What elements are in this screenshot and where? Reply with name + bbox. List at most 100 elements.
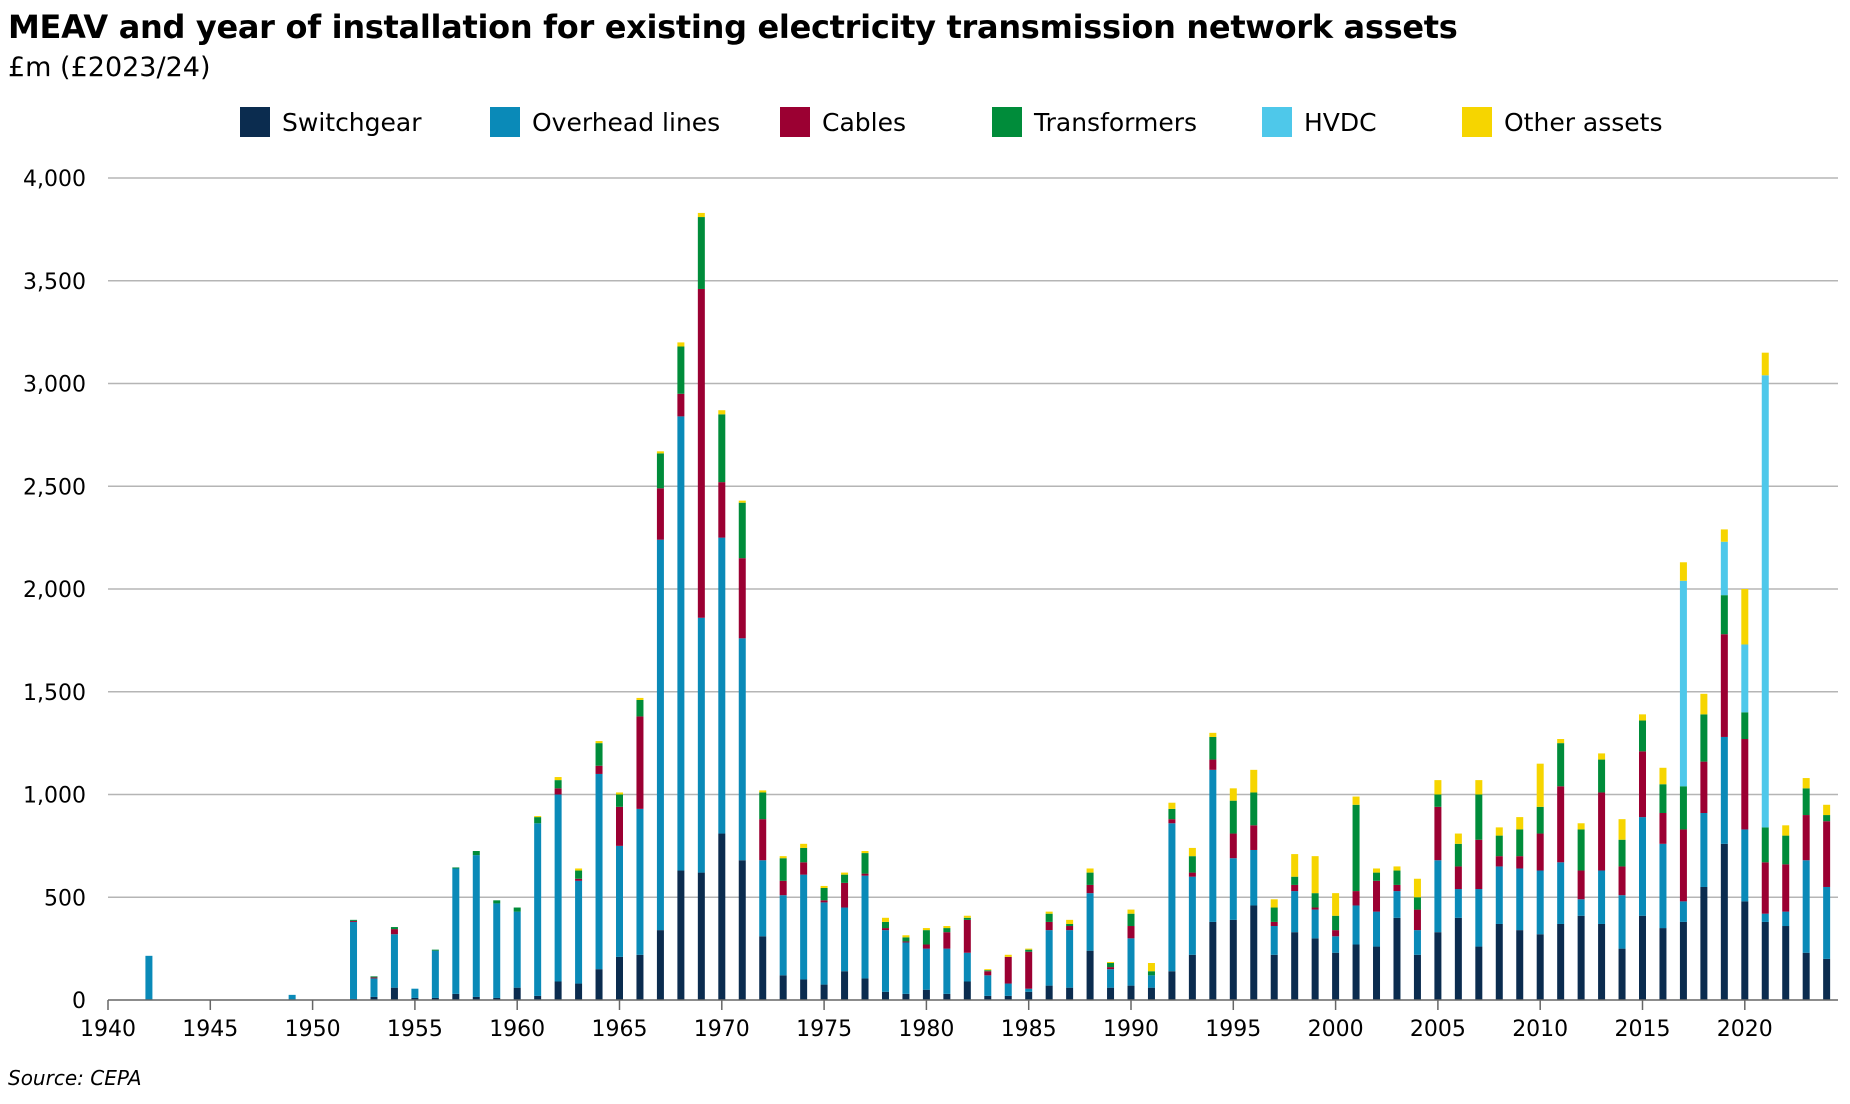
bar-segment-overhead-lines	[350, 921, 358, 999]
bar-segment-overhead-lines	[1761, 913, 1769, 922]
bar-segment-switchgear	[1332, 952, 1340, 1000]
bar-segment-transformers	[1802, 788, 1810, 816]
bar-segment-transformers	[697, 217, 705, 289]
bar-segment-switchgear	[554, 981, 562, 1000]
bar-segment-cables	[1782, 864, 1790, 912]
bar-segment-transformers	[841, 874, 849, 883]
bar-segment-overhead-lines	[1434, 860, 1442, 933]
legend-swatch-switchgear	[240, 107, 270, 137]
bar-segment-hvdc	[1741, 644, 1749, 713]
bar-segment-cables	[1454, 866, 1462, 890]
bar-segment-other-assets	[738, 500, 746, 503]
x-tick-label: 1960	[489, 1017, 545, 1040]
bar-segment-switchgear	[1127, 985, 1135, 1000]
x-tick-label: 1965	[592, 1017, 648, 1040]
bar-segment-switchgear	[616, 956, 623, 1000]
bar-segment-switchgear	[1352, 944, 1360, 1000]
bar-segment-switchgear	[1782, 926, 1790, 1000]
legend-item-other-assets: Other assets	[1462, 104, 1663, 140]
source-note: Source: CEPA	[8, 1066, 142, 1090]
bar-segment-transformers	[1475, 794, 1483, 840]
x-tick-label: 1950	[285, 1017, 341, 1040]
bar-segment-switchgear	[370, 996, 378, 1000]
bar-segment-cables	[943, 932, 951, 949]
bar-segment-overhead-lines	[1557, 862, 1565, 924]
bar-segment-overhead-lines	[1782, 911, 1790, 927]
bar-segment-switchgear	[1086, 950, 1094, 1000]
bar-segment-cables	[1659, 812, 1667, 844]
x-axis-labels: 1940 1945 1950 1955 1960 1965 1970 1975 1980 1985…	[80, 1017, 1773, 1040]
bar-segment-other-assets	[841, 872, 849, 875]
bar-segment-overhead-lines	[554, 794, 562, 982]
bar-segment-overhead-lines	[963, 952, 971, 982]
bar-segment-cables	[1823, 821, 1831, 887]
bar-segment-overhead-lines	[1291, 891, 1299, 933]
x-tick-label: 1975	[796, 1017, 852, 1040]
bar-segment-other-assets	[1127, 909, 1135, 914]
legend-swatch-transformers	[992, 107, 1022, 137]
bar-segment-transformers	[1107, 963, 1115, 968]
bar-segment-cables	[1516, 856, 1524, 869]
bar-segment-other-assets	[1107, 961, 1115, 964]
bar-segment-overhead-lines	[1516, 868, 1524, 931]
bar-segment-switchgear	[1107, 987, 1115, 1000]
bar-segment-other-assets	[1557, 739, 1565, 744]
bar-segment-other-assets	[1332, 893, 1340, 916]
bar-segment-other-assets	[759, 790, 767, 793]
x-tick-label: 1985	[1001, 1017, 1057, 1040]
bar-segment-overhead-lines	[800, 874, 808, 980]
bar-segment-cables	[1700, 761, 1708, 813]
bar-segment-cables	[1475, 839, 1483, 890]
bar-segment-other-assets	[1577, 823, 1585, 830]
bar-segment-transformers	[1454, 843, 1462, 867]
bar-segment-cables	[1291, 884, 1299, 892]
bar-segment-other-assets	[1475, 780, 1483, 795]
bar-segment-transformers	[1025, 949, 1033, 952]
bar-segment-switchgear	[1004, 995, 1012, 1000]
bar-segment-switchgear	[1066, 987, 1074, 1000]
bar-segment-switchgear	[1536, 934, 1544, 1000]
bar-segment-cables	[1229, 833, 1237, 859]
bar-segment-overhead-lines	[534, 823, 542, 996]
bar-segment-other-assets	[677, 342, 685, 347]
bar-segment-transformers	[1352, 804, 1360, 892]
bar-segment-transformers	[1577, 829, 1585, 871]
bar-segment-overhead-lines	[636, 808, 644, 955]
bar-segment-switchgear	[1516, 930, 1524, 1000]
bar-segment-cables	[1209, 759, 1217, 770]
bar-segment-other-assets	[575, 868, 583, 871]
y-axis-labels: 0 500 1,000 1,500 2,000 2,500 3,000 3,500 4,000	[23, 167, 86, 1014]
bar-segment-switchgear	[1679, 921, 1687, 1000]
bar-segment-transformers	[1720, 595, 1728, 635]
bar-segment-transformers	[1823, 815, 1831, 822]
x-tick-label: 1980	[898, 1017, 954, 1040]
bar-segment-cables	[1536, 833, 1544, 871]
bar-segment-transformers	[1045, 913, 1053, 922]
chart-legend: Switchgear Overhead lines Cables Transfo…	[0, 104, 1850, 140]
bar-segment-transformers	[534, 817, 542, 824]
bar-segment-transformers	[656, 453, 664, 489]
bar-segment-other-assets	[595, 741, 603, 744]
bar-segment-overhead-lines	[1598, 870, 1606, 924]
bar-segment-transformers	[1557, 743, 1565, 787]
bar-segment-overhead-lines	[1823, 886, 1831, 959]
bar-segment-overhead-lines	[411, 988, 419, 998]
bar-segment-hvdc	[1761, 375, 1769, 828]
bar-segment-overhead-lines	[1639, 817, 1646, 916]
bar-segment-transformers	[1434, 794, 1442, 807]
bar-segment-other-assets	[1311, 856, 1319, 894]
bar-segment-overhead-lines	[1311, 909, 1319, 939]
bar-segment-transformers	[1209, 736, 1217, 760]
bar-segment-transformers	[1147, 971, 1155, 976]
bar-segment-overhead-lines	[1168, 823, 1176, 972]
bar-segment-overhead-lines	[1536, 870, 1544, 935]
gridlines	[108, 177, 1838, 898]
bar-segment-transformers	[1598, 759, 1606, 793]
bar-segment-transformers	[595, 743, 603, 766]
bars	[145, 212, 1831, 1000]
bar-segment-cables	[1086, 884, 1094, 894]
legend-item-switchgear: Switchgear	[240, 104, 422, 140]
bar-segment-overhead-lines	[1720, 736, 1728, 844]
bar-segment-other-assets	[1659, 767, 1667, 785]
bar-segment-other-assets	[1495, 827, 1503, 836]
